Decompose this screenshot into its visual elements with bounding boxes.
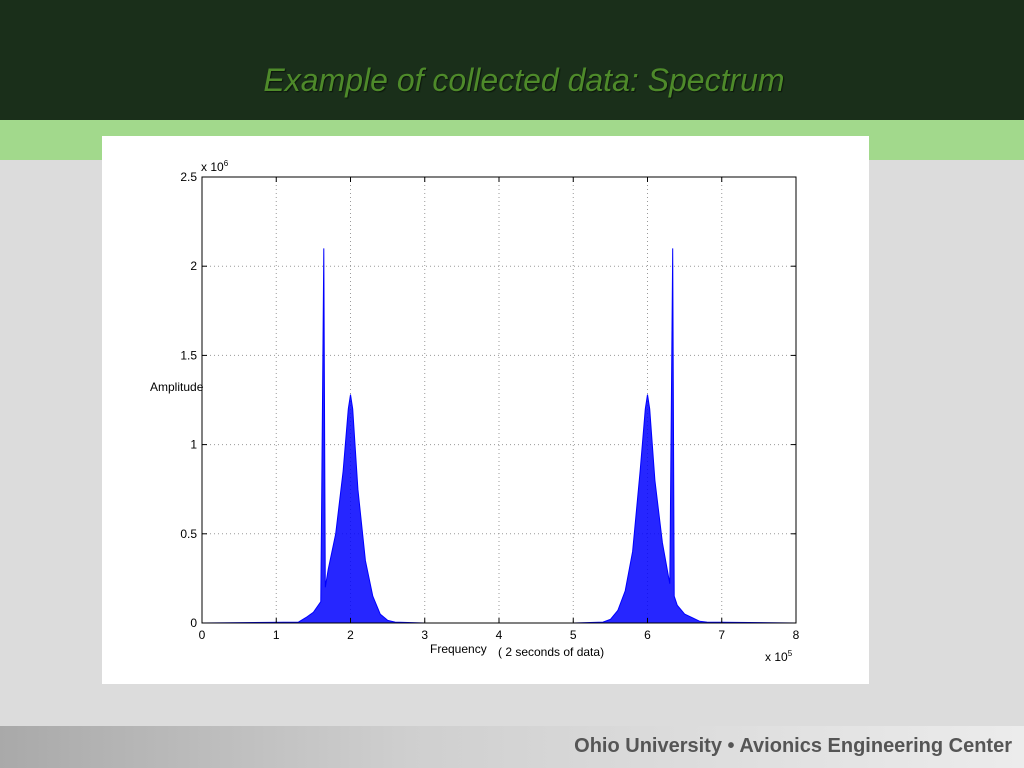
y-tick-label: 2.5: [180, 170, 197, 184]
series-layer: [201, 248, 797, 624]
footer-text: Ohio University • Avionics Engineering C…: [574, 735, 1012, 757]
y-axis-exponent: 6: [224, 159, 229, 168]
plot-frame: [201, 176, 797, 624]
x-tick-label: 8: [793, 628, 800, 642]
x-tick-label: 4: [496, 628, 503, 642]
x-tick-label: 2: [347, 628, 354, 642]
y-axis-multiplier: x 106: [201, 159, 229, 174]
x-tick-label: 5: [570, 628, 577, 642]
y-tick-label: 1: [190, 438, 197, 452]
x-axis-exponent: 5: [788, 649, 793, 658]
y-tick-label: 2: [190, 259, 197, 273]
x-tick-label: 7: [718, 628, 725, 642]
spectrum-figure: 0 1 2 3 4 5 6 7 8 0 0.5 1 1.5 2 2.5 x 106 x 105 Amplit…: [102, 136, 869, 684]
x-axis-label: Frequency: [430, 642, 487, 656]
slide-header: [0, 0, 1024, 120]
x-tick-label: 0: [199, 628, 206, 642]
spectrum-series-line: [201, 248, 797, 624]
x-tick-label: 6: [644, 628, 651, 642]
tick-labels: 0 1 2 3 4 5 6 7 8 0 0.5 1 1.5 2 2.5: [180, 170, 799, 642]
spectrum-chart: 0 1 2 3 4 5 6 7 8 0 0.5 1 1.5 2 2.5 x 106 x 105 Amplit…: [150, 159, 800, 664]
x-axis-multiplier: x 105: [765, 649, 793, 664]
y-tick-label: 1.5: [180, 348, 197, 362]
y-axis-label: Amplitude: [150, 380, 204, 394]
grid-lines: [202, 177, 796, 623]
y-tick-label: 0.5: [180, 527, 197, 541]
x-tick-label: 1: [273, 628, 280, 642]
x-tick-label: 3: [421, 628, 428, 642]
tick-marks: [201, 176, 797, 624]
y-tick-label: 0: [190, 616, 197, 630]
x-axis-label-note: ( 2 seconds of data): [498, 645, 604, 659]
slide-title: Example of collected data: Spectrum: [263, 62, 785, 98]
slide-footer: Ohio University • Avionics Engineering C…: [0, 726, 1024, 768]
